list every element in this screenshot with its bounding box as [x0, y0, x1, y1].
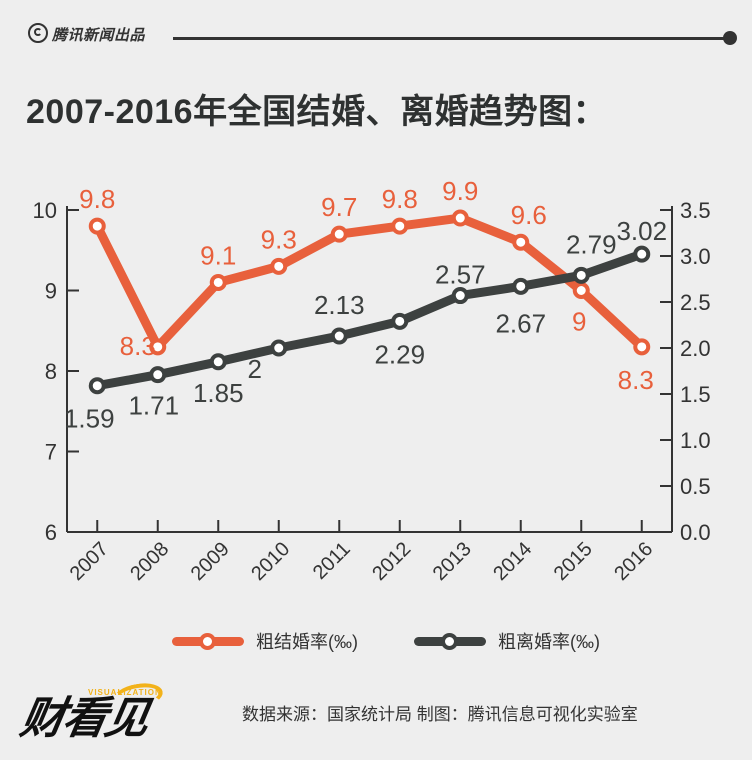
series-line-marriage [92, 213, 647, 352]
data-point-divorce [512, 277, 530, 295]
data-label-divorce: 1.59 [64, 404, 115, 434]
y-tick-label-right: 3.5 [680, 198, 711, 223]
x-tick-label: 2009 [187, 538, 234, 585]
data-label-divorce: 1.85 [193, 378, 244, 408]
data-label-divorce: 2.29 [374, 339, 425, 369]
data-label-divorce: 2.57 [435, 260, 486, 290]
data-label-marriage: 9.8 [79, 184, 115, 214]
x-tick-label: 2007 [66, 538, 113, 585]
data-label-divorce: 2.67 [495, 308, 546, 338]
data-point-marriage [149, 338, 167, 356]
data-point-marriage [270, 257, 288, 275]
x-tick-label: 2016 [610, 538, 657, 585]
data-point-marriage [512, 233, 530, 251]
header-divider [173, 37, 733, 40]
data-point-marriage [391, 217, 409, 235]
y-tick-label-left: 10 [33, 198, 57, 223]
data-label-marriage: 9.8 [382, 184, 418, 214]
y-tick-label-right: 1.5 [680, 382, 711, 407]
data-source-note: 数据来源：国家统计局 制图：腾讯信息可视化实验室 [242, 705, 638, 724]
legend-marker-marriage [172, 633, 244, 650]
data-point-divorce [633, 245, 651, 263]
data-label-marriage: 9 [572, 307, 586, 337]
y-tick-label-left: 8 [45, 359, 57, 384]
data-point-divorce [270, 339, 288, 357]
logo-subtext: VISUALIZATION [88, 688, 162, 697]
data-point-marriage [88, 217, 106, 235]
data-label-marriage: 9.7 [321, 192, 357, 222]
series-line-divorce [92, 249, 647, 391]
data-point-divorce [149, 366, 167, 384]
legend-marker-divorce [414, 633, 486, 650]
brand-label: 腾讯新闻出品 [52, 27, 146, 44]
x-tick-label: 2012 [368, 538, 415, 585]
legend-label-marriage: 粗结婚率(‰) [256, 632, 358, 652]
y-tick-label-right: 2.5 [680, 290, 711, 315]
chart-title: 2007-2016年全国结婚、离婚趋势图： [26, 93, 608, 131]
y-tick-label-left: 6 [45, 520, 57, 545]
y-tick-label-right: 0.0 [680, 520, 711, 545]
data-label-marriage: 9.6 [511, 200, 547, 230]
x-tick-label: 2011 [309, 538, 355, 584]
data-point-divorce [330, 327, 348, 345]
data-label-divorce: 2 [248, 354, 262, 384]
data-point-divorce [88, 377, 106, 395]
x-tick-label: 2015 [550, 538, 597, 585]
y-tick-label-left: 7 [45, 440, 57, 465]
data-label-divorce: 2.13 [314, 290, 365, 320]
data-point-marriage [330, 225, 348, 243]
data-point-marriage [451, 209, 469, 227]
data-point-marriage [572, 282, 590, 299]
data-label-marriage: 9.9 [442, 176, 478, 206]
data-point-divorce [391, 312, 409, 330]
y-tick-label-right: 1.0 [680, 428, 711, 453]
data-label-marriage: 9.3 [261, 224, 297, 254]
data-point-marriage [633, 338, 651, 356]
header: 腾讯新闻出品 [28, 18, 740, 54]
y-tick-label-right: 2.0 [680, 336, 711, 361]
data-label-divorce: 3.02 [616, 216, 667, 246]
data-point-marriage [209, 273, 227, 291]
data-label-marriage: 8.3 [120, 331, 156, 361]
x-tick-label: 2013 [429, 538, 476, 585]
data-label-marriage: 8.3 [618, 365, 654, 395]
tencent-news-logo-icon [28, 23, 48, 43]
header-dot [723, 31, 737, 45]
caikanjian-logo: 财看见 VISUALIZATION [17, 676, 168, 746]
x-tick-label: 2008 [126, 538, 173, 585]
data-point-divorce [451, 287, 469, 305]
y-tick-label-right: 3.0 [680, 244, 711, 269]
x-tick-label: 2014 [489, 538, 536, 585]
y-tick-label-left: 9 [45, 279, 57, 304]
data-label-divorce: 2.79 [566, 229, 617, 259]
legend-label-divorce: 粗离婚率(‰) [498, 632, 600, 652]
data-label-marriage: 9.1 [200, 240, 236, 270]
data-point-divorce [209, 353, 227, 371]
data-point-divorce [572, 266, 590, 284]
data-label-divorce: 1.71 [128, 391, 179, 421]
line-chart: 6 7 8 9 10 0.0 0.5 1.0 1.5 2.0 2.5 3.0 3.5 2007 2008 20… [33, 176, 711, 585]
y-tick-label-right: 0.5 [680, 474, 711, 499]
x-tick-label: 2010 [247, 538, 294, 585]
